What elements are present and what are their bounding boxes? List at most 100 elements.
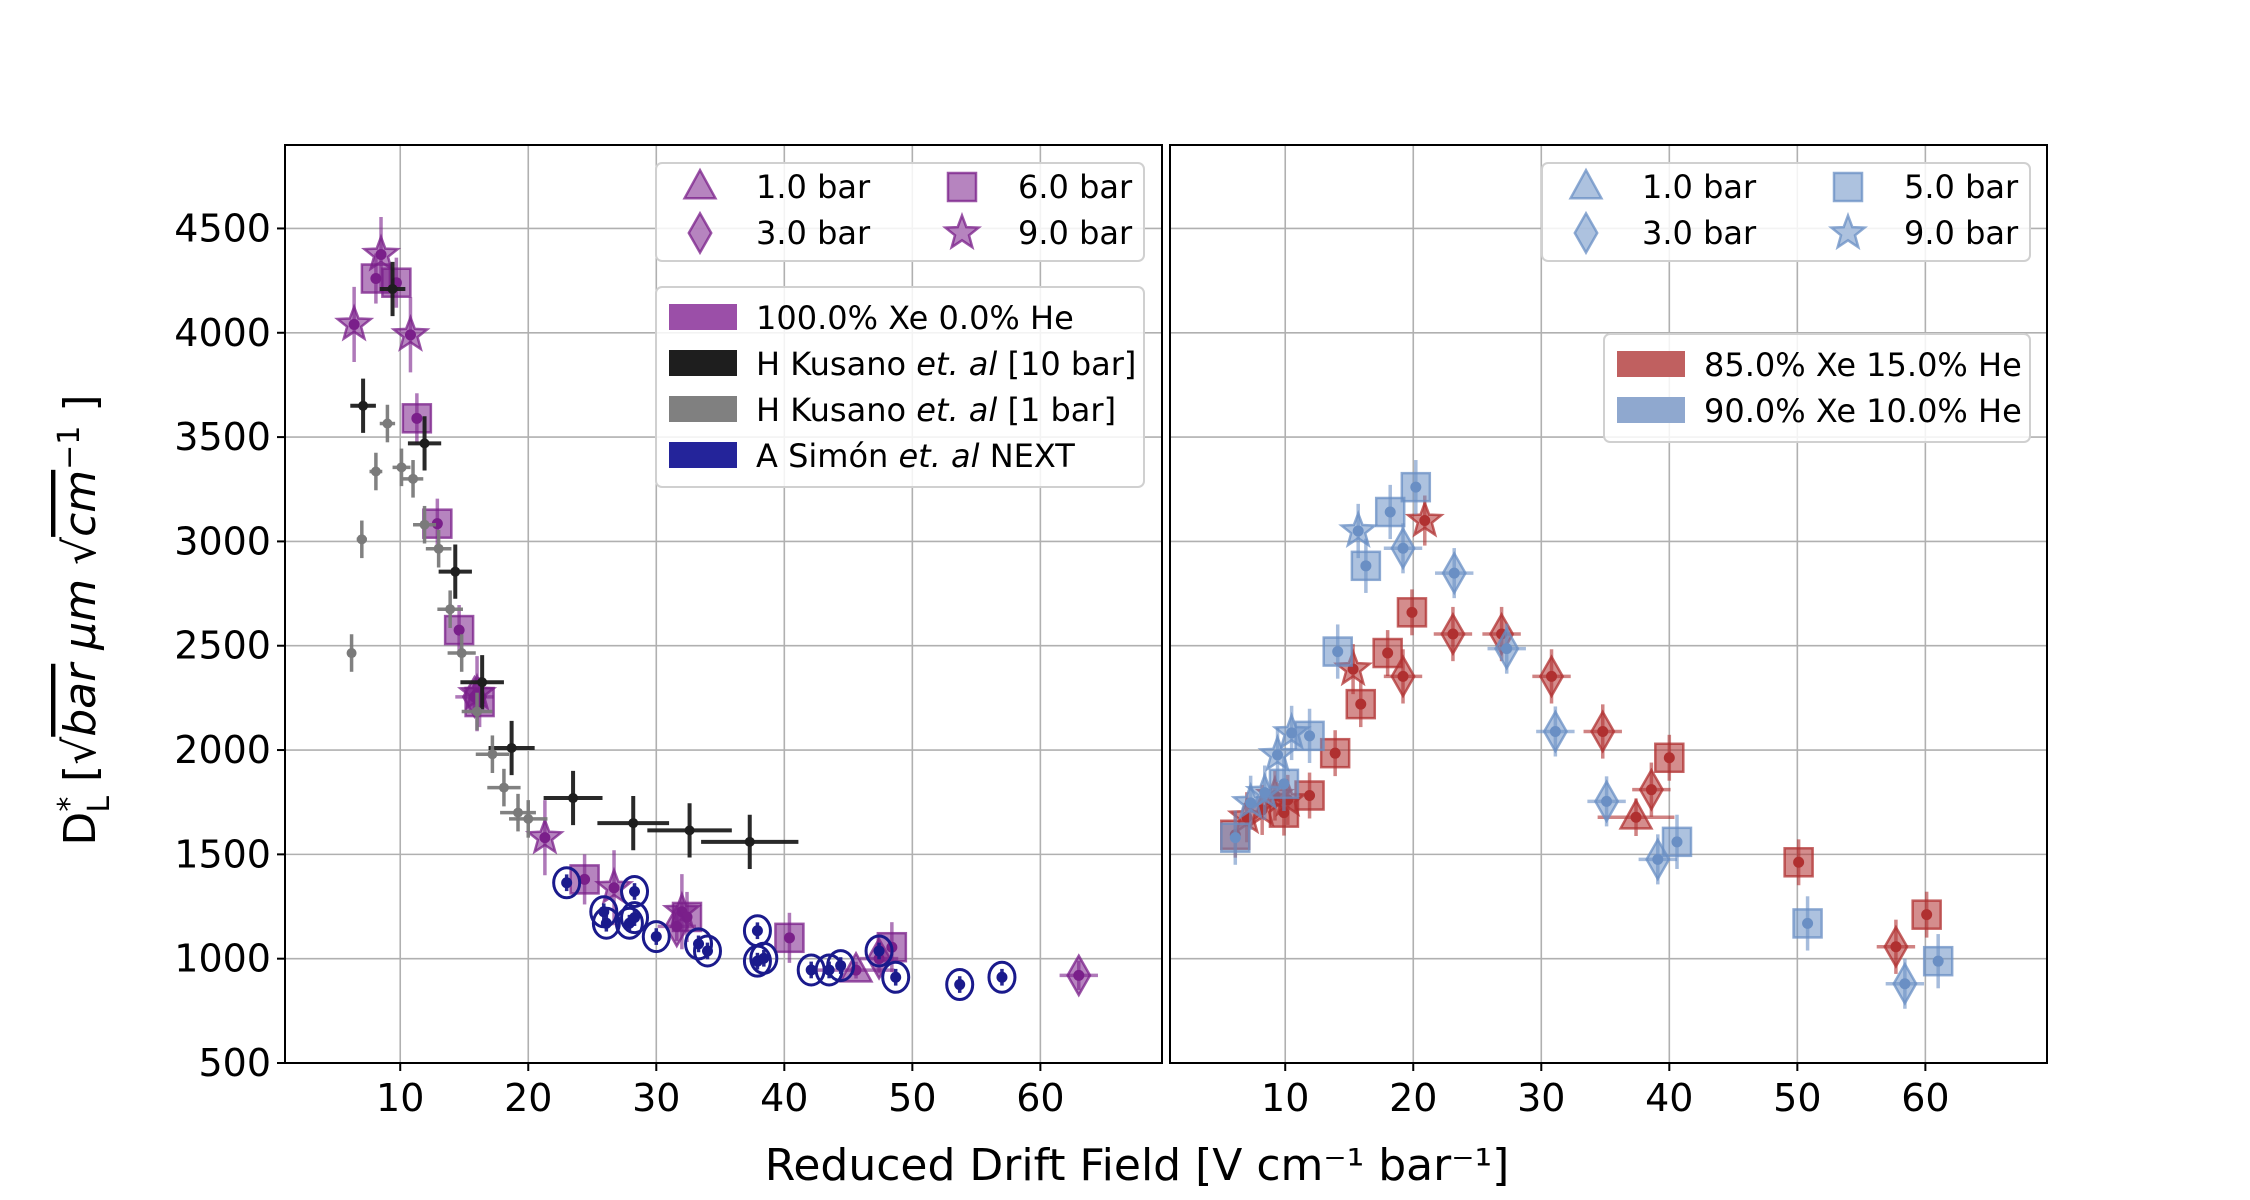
series-2 (1383, 606, 1916, 974)
x-tick-label: 50 (888, 1076, 936, 1120)
x-axis-label: Reduced Drift Field [V cm⁻¹ bar⁻¹] (765, 1140, 1510, 1191)
data-point (419, 438, 430, 449)
series-6 (552, 866, 1017, 1002)
data-point (1447, 628, 1459, 640)
data-point (805, 964, 817, 976)
series-5 (1230, 503, 1379, 830)
data-point (1304, 730, 1316, 742)
axes-frame (284, 144, 1163, 1064)
data-point-open-circle (620, 901, 650, 935)
x-tick-label: 50 (1773, 1076, 1821, 1120)
legend-box (1541, 162, 2031, 262)
data-point (1360, 560, 1372, 572)
data-point (472, 706, 483, 717)
legend-marker-diamond (1573, 210, 1599, 256)
ylabel-sub: L (82, 796, 117, 813)
ylabel-exp: −1 (52, 426, 87, 470)
data-point (744, 836, 755, 847)
series-3 (817, 950, 895, 983)
data-point-open-circle (749, 941, 779, 975)
y-tick-label: 1500 (174, 832, 271, 876)
y-tick-label: 2500 (174, 624, 271, 668)
ylabel-symbol: D (55, 812, 106, 846)
data-point (506, 742, 517, 753)
legend-marker-diamond (687, 210, 713, 256)
data-layer (1220, 460, 1954, 1009)
data-point (701, 945, 713, 957)
data-point (1419, 515, 1431, 527)
data-point (433, 543, 444, 554)
x-tick-label: 60 (1016, 1076, 1064, 1120)
legend-label-text: A Simón (756, 437, 898, 475)
legend-pressure: 1.0 bar 6.0 bar 3.0 bar 9.0 bar (655, 162, 1145, 262)
data-point (387, 283, 398, 294)
legend-label: 1.0 bar (756, 168, 871, 206)
data-point (623, 917, 635, 929)
data-point (453, 624, 465, 636)
data-point (1382, 647, 1394, 659)
legend-label-italic: et. al (916, 391, 997, 429)
data-point (375, 249, 387, 261)
data-point-open-circle (641, 920, 671, 954)
data-point-open-circle (552, 866, 582, 900)
series-5 (346, 404, 548, 838)
legend-box (655, 286, 1145, 488)
y-tick-label: 4000 (174, 311, 271, 355)
data-point (408, 473, 419, 484)
legend-label-text: H Kusano (756, 391, 916, 429)
data-point (1259, 787, 1271, 799)
data-point-open-circle (614, 906, 644, 940)
legend-label: 1.0 bar (1642, 168, 1757, 206)
legend-marker-square (1832, 171, 1864, 203)
plot-area (285, 145, 1162, 1063)
data-point (873, 945, 885, 957)
x-tick-label: 10 (376, 1076, 424, 1120)
data-point (1304, 790, 1316, 802)
data-point (396, 462, 407, 473)
data-point-open-circle (591, 906, 621, 940)
y-tick-label: 4500 (174, 206, 271, 250)
legend-patch (1617, 397, 1685, 423)
data-point (751, 925, 763, 937)
data-point-open-circle (945, 968, 975, 1002)
data-point (758, 952, 770, 964)
series-3 (1597, 797, 1675, 837)
legend-label-text: 90.0% Xe 10.0% He (1704, 392, 2022, 430)
legend-box (655, 162, 1145, 262)
data-point (370, 273, 382, 285)
data-point (348, 318, 360, 330)
data-point-square (1220, 822, 1251, 853)
data-point-open-circle (987, 960, 1017, 994)
legend-patch (669, 350, 737, 376)
data-point-open-circle (881, 960, 911, 994)
legend-label-suffix: [10 bar] (997, 345, 1136, 383)
data-point (650, 931, 662, 943)
data-point (1406, 606, 1418, 618)
legend-label-italic: et. al (898, 437, 979, 475)
data-point-square (381, 267, 412, 298)
data-point-open-circle (684, 927, 714, 961)
legend-label: 6.0 bar (1018, 168, 1133, 206)
legend-label-suffix: NEXT (980, 437, 1076, 475)
data-point (1663, 752, 1675, 764)
data-point-square (774, 922, 805, 954)
legend-label: 90.0% Xe 10.0% He (1704, 392, 2022, 430)
data-point (996, 971, 1008, 983)
data-point (1410, 481, 1422, 493)
legend-marker-star (1828, 211, 1868, 251)
panel-right: 10 20 30 40 50 60 1.0 bar 5.0 bar 3.0 bar 9.0 bar… (1169, 144, 2048, 1120)
data-point (1245, 797, 1257, 809)
legend-marker-square (946, 171, 978, 203)
x-tick-label: 40 (1645, 1076, 1693, 1120)
data-point (1286, 727, 1298, 739)
data-point (684, 825, 695, 836)
ylabel-close: ] (55, 394, 106, 425)
data-point (561, 877, 573, 889)
data-point (1671, 836, 1683, 848)
legend-label: 9.0 bar (1904, 214, 2019, 252)
data-point (1890, 941, 1902, 953)
data-point (450, 566, 461, 577)
data-point (1899, 978, 1911, 990)
data-point (629, 886, 641, 898)
